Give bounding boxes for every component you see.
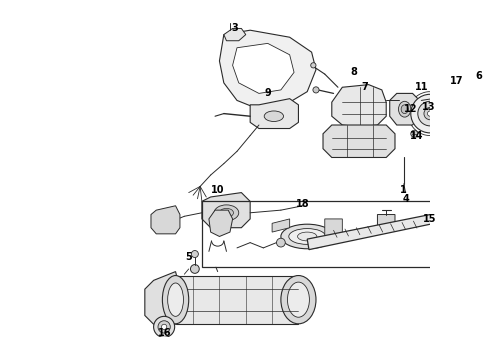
- Text: 11: 11: [415, 82, 428, 92]
- Circle shape: [153, 316, 174, 337]
- Text: 9: 9: [264, 89, 271, 98]
- Polygon shape: [325, 219, 343, 239]
- Ellipse shape: [162, 275, 189, 324]
- Circle shape: [276, 238, 285, 247]
- Polygon shape: [332, 85, 386, 127]
- Circle shape: [418, 101, 442, 126]
- Ellipse shape: [168, 283, 183, 316]
- Circle shape: [313, 87, 319, 93]
- Text: 3: 3: [232, 23, 239, 33]
- Text: 16: 16: [158, 328, 172, 338]
- Polygon shape: [377, 215, 395, 232]
- Ellipse shape: [281, 224, 334, 249]
- Text: 14: 14: [410, 131, 424, 140]
- Polygon shape: [224, 28, 246, 41]
- Circle shape: [191, 265, 199, 273]
- Circle shape: [162, 324, 167, 329]
- Ellipse shape: [281, 275, 316, 324]
- Polygon shape: [307, 215, 435, 249]
- Ellipse shape: [264, 111, 284, 121]
- Text: 6: 6: [475, 71, 482, 81]
- Ellipse shape: [398, 101, 411, 117]
- Circle shape: [424, 107, 436, 120]
- Circle shape: [311, 63, 316, 68]
- Polygon shape: [175, 276, 298, 324]
- Text: 10: 10: [211, 185, 224, 195]
- Ellipse shape: [288, 282, 309, 317]
- Ellipse shape: [220, 208, 233, 217]
- Circle shape: [427, 111, 433, 116]
- Polygon shape: [209, 210, 233, 237]
- Polygon shape: [272, 219, 290, 232]
- Text: 8: 8: [350, 67, 357, 77]
- Polygon shape: [233, 43, 294, 93]
- Ellipse shape: [472, 86, 490, 98]
- Circle shape: [411, 130, 418, 137]
- Polygon shape: [250, 99, 298, 129]
- Text: 12: 12: [404, 104, 417, 114]
- Polygon shape: [145, 271, 180, 324]
- Circle shape: [411, 94, 449, 133]
- Text: 4: 4: [402, 194, 409, 204]
- Polygon shape: [220, 30, 316, 109]
- Text: 13: 13: [421, 103, 435, 112]
- Text: 17: 17: [450, 76, 463, 86]
- Text: 15: 15: [423, 214, 437, 224]
- Text: 5: 5: [185, 252, 192, 262]
- Polygon shape: [202, 193, 250, 228]
- Polygon shape: [459, 78, 490, 105]
- Text: 7: 7: [361, 82, 368, 92]
- Circle shape: [158, 321, 171, 333]
- Polygon shape: [323, 125, 395, 157]
- Ellipse shape: [401, 105, 408, 114]
- Text: 18: 18: [296, 199, 310, 209]
- Ellipse shape: [297, 232, 317, 241]
- Circle shape: [192, 251, 198, 257]
- Circle shape: [485, 194, 490, 199]
- Ellipse shape: [289, 229, 326, 244]
- Polygon shape: [151, 206, 180, 234]
- Polygon shape: [390, 93, 419, 125]
- Text: 1: 1: [400, 185, 407, 195]
- Ellipse shape: [214, 205, 239, 221]
